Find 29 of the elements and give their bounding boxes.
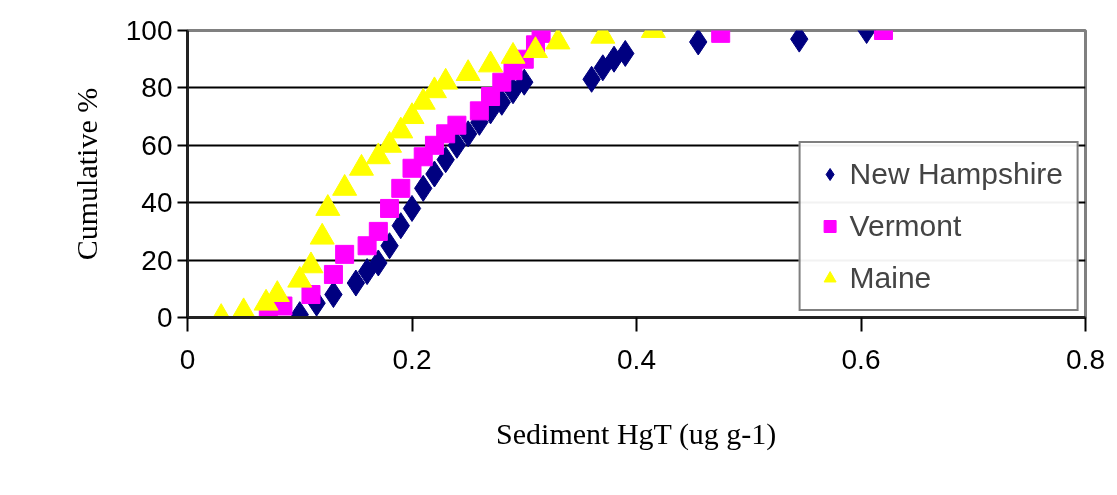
- x-tick-label: 0.6: [841, 343, 881, 375]
- point: [391, 178, 411, 198]
- point: [447, 115, 467, 135]
- x-tick-label: 0: [179, 343, 196, 375]
- point: [689, 30, 708, 56]
- point: [323, 264, 343, 284]
- point: [402, 194, 422, 222]
- y-tick-label: 60: [141, 129, 173, 161]
- point: [380, 198, 400, 218]
- y-tick-label: 80: [141, 72, 173, 104]
- legend-label: Maine: [849, 261, 932, 295]
- point: [335, 244, 355, 264]
- y-tick-label: 100: [125, 15, 173, 46]
- y-tick-label: 20: [141, 244, 173, 276]
- x-axis-title: Sediment HgT (ug g-1): [496, 416, 777, 451]
- x-tick-label: 0.2: [392, 343, 432, 375]
- point: [357, 258, 377, 286]
- point: [357, 236, 377, 256]
- y-tick-label: 40: [141, 187, 173, 219]
- legend-label: New Hampshire: [849, 157, 1063, 191]
- point: [301, 285, 321, 305]
- point: [368, 221, 388, 241]
- x-tick-label: 0.8: [1066, 343, 1105, 375]
- x-tick-label: 0.4: [617, 343, 656, 375]
- y-axis-title: Cumulative %: [69, 87, 103, 261]
- point: [346, 269, 366, 297]
- y-tick-label: 0: [156, 302, 173, 333]
- point: [469, 101, 489, 121]
- legend-label: Vermont: [849, 209, 962, 243]
